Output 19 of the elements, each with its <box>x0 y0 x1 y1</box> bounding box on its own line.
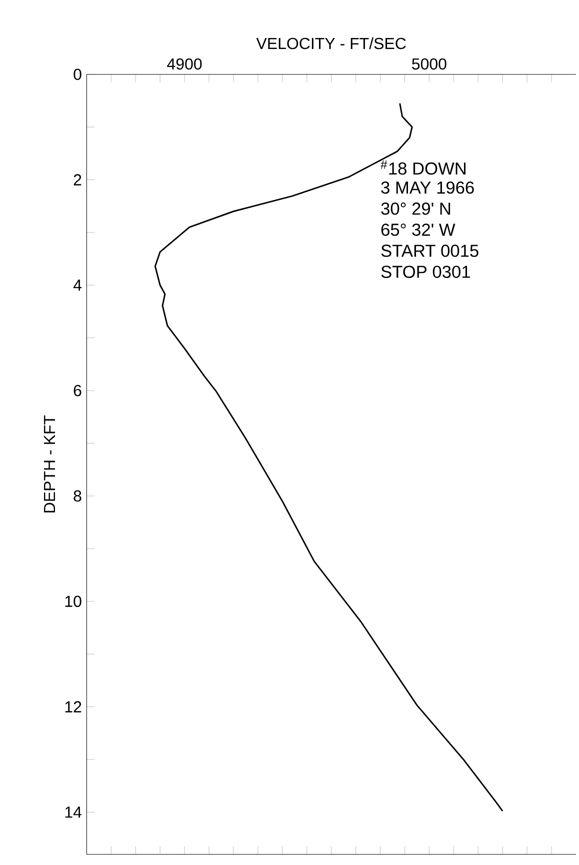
x-axis-title: VELOCITY - FT/SEC <box>256 37 406 50</box>
annotation: $^{#}$18 DOWN <box>380 160 466 175</box>
y-tick-label: 8 <box>74 490 82 502</box>
y-axis-title: DEPTH - KFT <box>44 415 55 512</box>
annotation: STOP 0301 <box>381 266 470 278</box>
y-tick-label: 2 <box>74 174 82 186</box>
y-tick-label: 10 <box>65 596 82 608</box>
x-tick-label: 5000 <box>412 58 446 70</box>
annotation: 30° 29' N <box>381 202 450 215</box>
y-tick-label: 12 <box>65 701 82 712</box>
y-tick-label: 6 <box>74 384 82 396</box>
y-tick-label: 14 <box>65 806 82 818</box>
x-tick-label: 4900 <box>167 58 202 70</box>
y-tick-label: 4 <box>73 280 82 291</box>
y-tick-label: 0 <box>74 68 82 80</box>
annotation: 65° 32' W <box>381 224 456 236</box>
annotation: 3 MAY 1966 <box>381 181 474 194</box>
annotation: START 0015 <box>381 244 478 257</box>
line-series <box>154 102 504 812</box>
